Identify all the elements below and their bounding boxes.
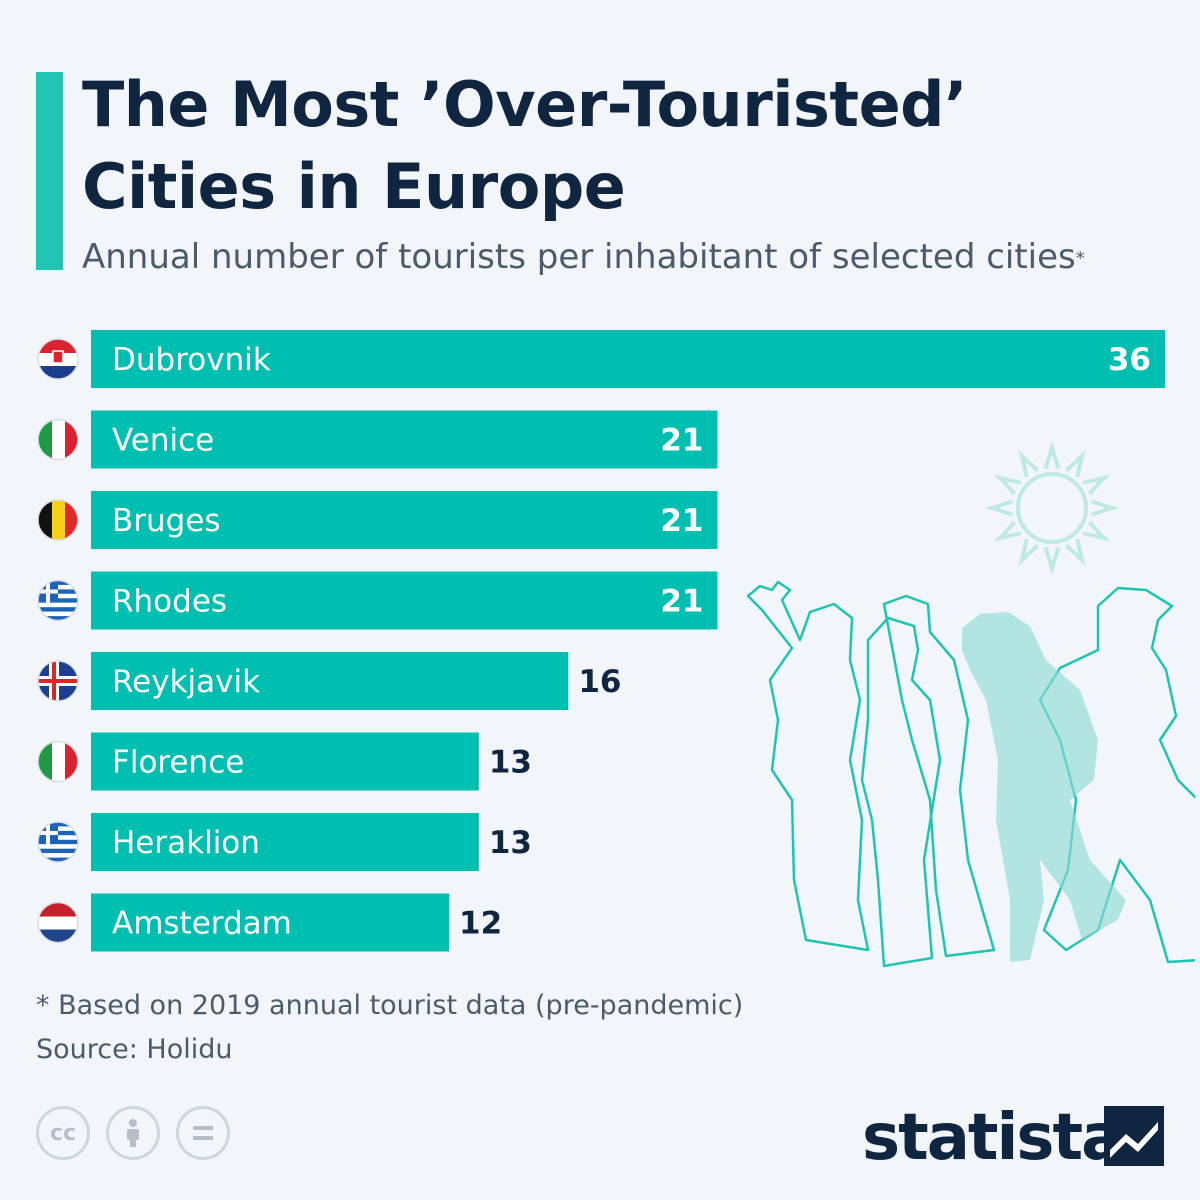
sun-ray [1064, 538, 1086, 566]
equals-icon [193, 1126, 213, 1140]
flag-netherlands-icon [37, 901, 79, 944]
bar-category-label: Florence [112, 745, 244, 781]
sun-icon [985, 441, 1119, 575]
tourist-silhouette-filled [962, 612, 1126, 962]
bar-value-label: 36 [1108, 342, 1151, 378]
sun-ray [1018, 450, 1040, 478]
sun-ray [1043, 441, 1061, 470]
bar-category-label: Heraklion [112, 825, 260, 861]
bar-value-label: 12 [459, 906, 502, 942]
bar-value-label: 16 [578, 664, 621, 700]
sun-ray [1090, 499, 1119, 517]
sun-ray [1082, 520, 1110, 542]
chart-subtitle: Annual number of tourists per inhabitant… [82, 234, 1085, 280]
subtitle-text: Annual number of tourists per inhabitant… [82, 237, 1076, 277]
no-derivatives-icon[interactable] [176, 1106, 230, 1160]
source-note: Source: Holidu [36, 1034, 233, 1065]
flag-croatia-icon [37, 338, 79, 380]
bar-category-label: Bruges [112, 503, 221, 539]
flag-greece-icon [37, 579, 79, 622]
attribution-icon[interactable] [106, 1106, 160, 1160]
bar-value-label: 21 [660, 503, 703, 539]
bar-value-label: 13 [489, 745, 532, 781]
bar-value-label: 21 [660, 423, 703, 459]
bar-value-label: 13 [489, 825, 532, 861]
bar-category-label: Reykjavik [112, 664, 260, 700]
bar-category-label: Venice [112, 423, 214, 459]
cc-icon[interactable]: cc [36, 1106, 90, 1160]
bar-category-label: Rhodes [112, 584, 227, 620]
bar[interactable] [91, 571, 718, 630]
tourists-illustration [746, 441, 1195, 968]
bar[interactable] [91, 732, 479, 791]
statista-logo-text[interactable]: statista [862, 1101, 1124, 1175]
bar[interactable] [91, 491, 718, 549]
flag-italy-icon [37, 740, 79, 783]
bar-category-label: Amsterdam [112, 906, 292, 942]
chart-title: The Most ’Over-Touristed’ Cities in Euro… [82, 68, 968, 223]
bar-chart: Dubrovnik 36 Venice 21 Bruges 21 Rhodes 21 Reykj… [37, 330, 1165, 952]
title-accent-bar [36, 72, 63, 270]
bar-value-label: 21 [660, 584, 703, 620]
sun-ray [994, 520, 1022, 542]
bar[interactable] [91, 893, 449, 952]
sun-ray [1018, 538, 1040, 566]
bar[interactable] [91, 410, 718, 469]
person-icon [127, 1119, 139, 1147]
bar-category-label: Dubrovnik [112, 342, 271, 378]
flag-iceland-icon [37, 660, 79, 702]
sun-ray [994, 474, 1022, 496]
license-icons: cc [36, 1106, 230, 1160]
flag-italy-icon [37, 418, 79, 461]
bar[interactable] [91, 330, 1165, 388]
subtitle-footnote-marker: * [1075, 248, 1085, 269]
sun-ray [1043, 546, 1061, 575]
bar[interactable] [91, 652, 569, 710]
statista-logo-mark[interactable] [1104, 1106, 1164, 1166]
bar[interactable] [91, 813, 479, 871]
flag-greece-icon [37, 821, 79, 863]
sun-ray [1082, 474, 1110, 496]
sun-ray [1064, 450, 1086, 478]
flag-belgium-icon [37, 499, 79, 541]
sun-ray [985, 499, 1014, 517]
footnote: * Based on 2019 annual tourist data (pre… [36, 990, 744, 1021]
